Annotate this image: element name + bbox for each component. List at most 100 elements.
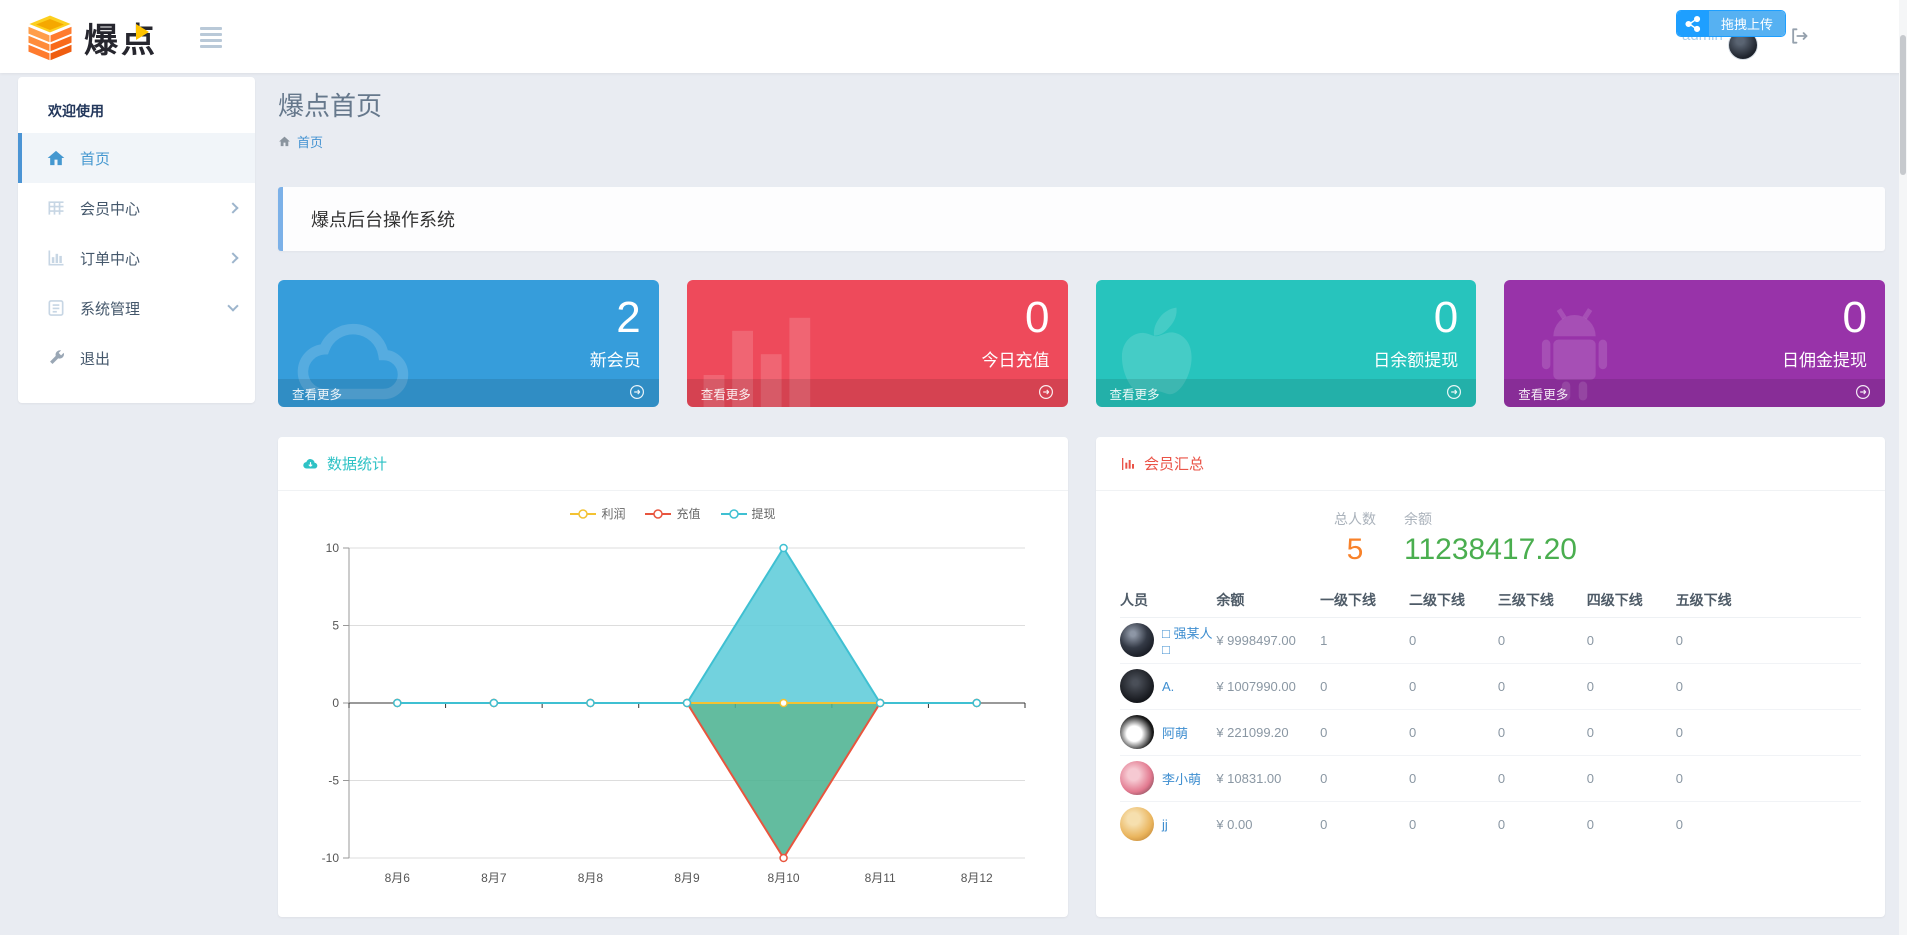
level3-count: 0 — [1497, 617, 1587, 664]
breadcrumb-home-icon — [279, 136, 290, 147]
table-row: 李小萌 ¥ 10831.00 0 0 0 0 0 — [1120, 755, 1861, 802]
menu-toggle-icon[interactable] — [200, 27, 222, 51]
arrow-circle-icon — [1855, 384, 1871, 403]
member-summary-header: 会员汇总 — [1096, 437, 1885, 491]
stat-label: 今日充值 — [981, 351, 1050, 370]
arrow-circle-icon — [1038, 384, 1054, 403]
line-chart: -10 -5 0 5 10 8月6 8月7 8月8 8月9 8月10 8月11 8月12 — [322, 541, 1026, 885]
avatar — [1120, 807, 1154, 842]
legend-marker-icon — [720, 508, 747, 519]
drag-upload-badge[interactable]: 拖拽上传 — [1676, 10, 1787, 37]
svg-text:8月10: 8月10 — [768, 871, 800, 885]
level2-count: 0 — [1408, 663, 1498, 710]
main-content: 爆点首页 首页 爆点后台操作系统 2 新会员 查看更多 0 — [278, 88, 1885, 917]
sidebar-item-label: 退出 — [80, 350, 111, 368]
member-balance: ¥ 1007990.00 — [1216, 663, 1321, 710]
sidebar-item-label: 会员中心 — [80, 200, 141, 218]
data-statistics-panel: 数据统计 利润 充值 提现 -10 -5 0 5 10 8月6 8月7 8月8 8月9 8月10 8… — [278, 437, 1068, 917]
logo-play-icon — [136, 24, 149, 40]
member-balance: ¥ 9998497.00 — [1216, 617, 1321, 664]
level4-count: 0 — [1586, 709, 1676, 756]
member-summary-panel: 会员汇总 总人数 5 余额 11238417.20 — [1096, 437, 1885, 917]
stat-more-link[interactable]: 查看更多 — [686, 379, 1068, 407]
sidebar-item-logout[interactable]: 退出 — [18, 333, 255, 383]
breadcrumb: 首页 — [278, 132, 1885, 151]
col-member: 人员 — [1120, 583, 1217, 618]
list-icon — [44, 298, 68, 318]
svg-text:0: 0 — [332, 696, 339, 710]
level2-count: 0 — [1408, 755, 1498, 802]
col-balance: 余额 — [1216, 583, 1321, 618]
breadcrumb-home-link[interactable]: 首页 — [297, 135, 324, 150]
member-name-link[interactable]: 阿萌 — [1162, 725, 1189, 741]
chevron-right-icon — [227, 202, 239, 214]
stat-value: 0 — [1025, 293, 1050, 342]
scrollbar-thumb[interactable] — [1900, 35, 1906, 175]
table-row: 阿萌 ¥ 221099.20 0 0 0 0 0 — [1120, 709, 1861, 756]
svg-text:8月8: 8月8 — [578, 871, 604, 885]
level1-count: 0 — [1320, 816, 1328, 832]
legend-item[interactable]: 充值 — [645, 505, 701, 522]
stat-value: 0 — [1433, 293, 1459, 342]
avatar — [1120, 715, 1154, 749]
total-members-label: 总人数 — [1334, 511, 1377, 527]
data-statistics-title: 数据统计 — [327, 456, 388, 473]
stat-more-label: 查看更多 — [292, 387, 343, 402]
member-name-link[interactable]: A. — [1162, 678, 1175, 694]
col-level3: 三级下线 — [1497, 583, 1587, 618]
level5-count: 0 — [1675, 617, 1861, 664]
arrow-circle-icon — [629, 384, 645, 403]
level1-count: 1 — [1320, 617, 1409, 664]
stat-more-link[interactable]: 查看更多 — [1504, 379, 1885, 407]
sidebar-item-system[interactable]: 系统管理 — [18, 283, 255, 333]
total-balance-label: 余额 — [1404, 511, 1433, 527]
stat-label: 日余额提现 — [1373, 351, 1459, 370]
stat-more-link[interactable]: 查看更多 — [278, 379, 659, 407]
stat-more-link[interactable]: 查看更多 — [1095, 379, 1477, 407]
drag-upload-label: 拖拽上传 — [1709, 11, 1786, 36]
share-nodes-icon — [1677, 11, 1709, 36]
level2-count: 0 — [1408, 816, 1417, 832]
legend-item[interactable]: 提现 — [720, 505, 776, 522]
logout-icon[interactable] — [1789, 26, 1809, 51]
col-level2: 二级下线 — [1408, 583, 1498, 618]
level3-count: 0 — [1497, 816, 1506, 832]
member-name-link[interactable]: jj — [1162, 816, 1168, 832]
members-table-header-row: 人员 余额 一级下线 二级下线 三级下线 四级下线 五级下线 — [1120, 583, 1861, 618]
member-name-link[interactable]: □ 强某人□ — [1162, 626, 1213, 657]
member-balance: ¥ 0.00 — [1216, 816, 1253, 832]
level5-count: 0 — [1675, 663, 1861, 710]
legend-label: 充值 — [676, 507, 701, 521]
member-name-link[interactable]: 李小萌 — [1162, 771, 1202, 787]
member-summary-title: 会员汇总 — [1144, 456, 1205, 473]
level1-count: 0 — [1320, 755, 1409, 802]
sidebar-item-orders[interactable]: 订单中心 — [18, 233, 255, 283]
svg-text:8月12: 8月12 — [961, 871, 993, 885]
sidebar-item-members[interactable]: 会员中心 — [18, 183, 255, 233]
sidebar-item-label: 首页 — [80, 150, 111, 168]
wrench-icon — [44, 348, 68, 368]
chart-icon — [44, 248, 68, 268]
svg-text:8月7: 8月7 — [481, 871, 507, 885]
legend-label: 提现 — [751, 507, 776, 521]
table-row: jj ¥ 0.00 0 0 0 0 0 — [1120, 801, 1861, 847]
svg-text:8月6: 8月6 — [385, 871, 411, 885]
level3-count: 0 — [1497, 663, 1587, 710]
cloud-download-icon — [303, 459, 318, 469]
stat-card-today-recharge[interactable]: 0 今日充值 查看更多 — [686, 280, 1068, 407]
bar-chart-ghost-icon — [703, 317, 810, 407]
chart-legend: 利润 充值 提现 — [278, 505, 1068, 522]
avatar — [1120, 623, 1154, 657]
stat-card-new-members[interactable]: 2 新会员 查看更多 — [278, 280, 659, 407]
home-icon — [44, 148, 68, 168]
stat-card-daily-commission-withdraw[interactable]: 0 日佣金提现 查看更多 — [1504, 280, 1885, 407]
stat-label: 日佣金提现 — [1782, 351, 1867, 370]
app-logo[interactable]: 爆点 — [26, 13, 158, 62]
stat-card-daily-balance-withdraw[interactable]: 0 日余额提现 查看更多 — [1095, 280, 1477, 407]
grid-icon — [44, 198, 68, 218]
chevron-down-icon — [227, 300, 239, 312]
sidebar-item-home[interactable]: 首页 — [18, 133, 255, 183]
legend-item[interactable]: 利润 — [570, 505, 625, 522]
level2-count: 0 — [1408, 709, 1498, 756]
level1-count: 0 — [1320, 709, 1409, 756]
